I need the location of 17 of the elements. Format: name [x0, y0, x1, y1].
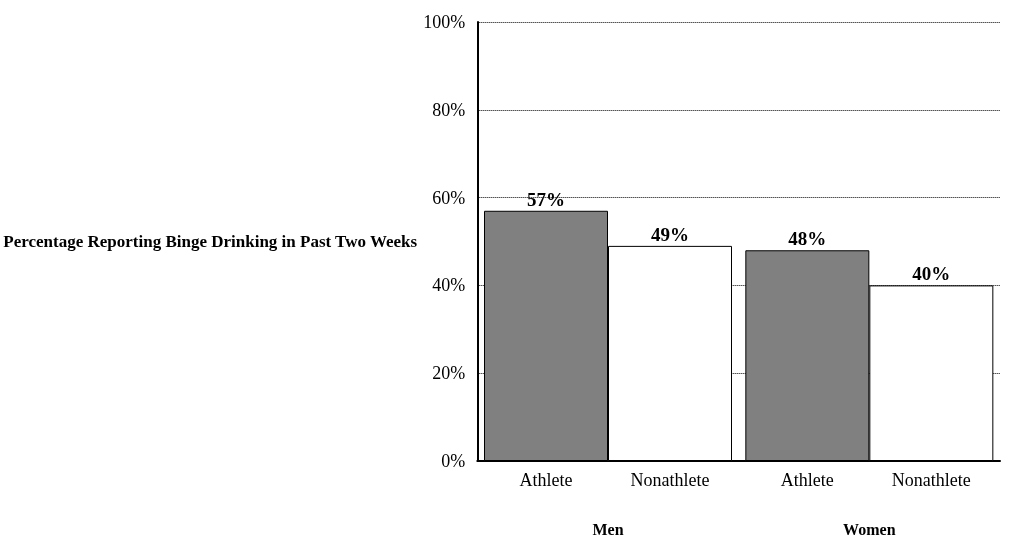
y-tick-label: 60% [432, 187, 466, 208]
data-label: 49% [651, 223, 689, 245]
y-tick-label: 80% [432, 99, 466, 120]
y-tick-label: 40% [432, 275, 466, 296]
y-tick-label: 20% [432, 363, 466, 384]
data-label: 40% [912, 263, 951, 285]
data-label: 57% [527, 188, 565, 210]
x-tick-label: Women [843, 520, 896, 537]
text: Athlete [780, 470, 834, 490]
y-tick-label: 0% [441, 451, 466, 471]
series-label: Nonathlete [630, 470, 710, 490]
series-label: Athlete [519, 470, 573, 490]
y-axis-title: Percentage Reporting Binge Drinking in Past Two Weeks [3, 232, 418, 251]
y-tick-label: 100% [423, 12, 466, 32]
data-label: 48% [788, 228, 827, 250]
text: Nonathlete [891, 470, 971, 490]
x-tick-label: Men [592, 520, 624, 537]
